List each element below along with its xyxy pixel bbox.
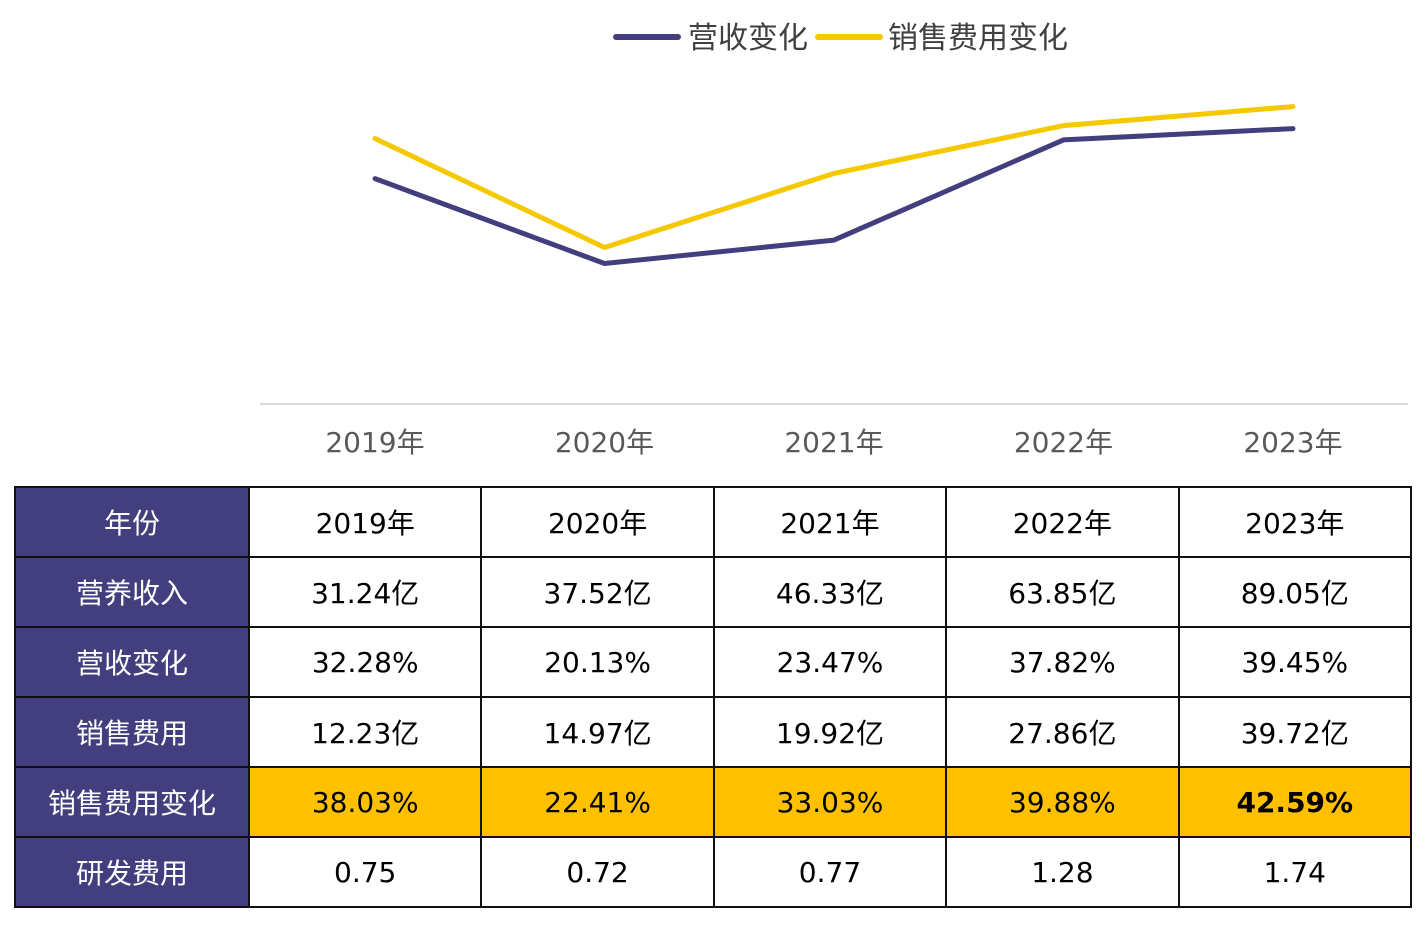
x-tick-label: 2022年	[1014, 426, 1113, 459]
line-chart: 营收变化 销售费用变化 2019年 2020年 2021年 2022年 2023年	[260, 21, 1408, 459]
table-cell: 32.28%	[247, 626, 483, 698]
table-cell: 22.41%	[480, 766, 715, 838]
table-cell: 0.75	[247, 836, 483, 908]
x-tick-label: 2020年	[555, 426, 654, 459]
table-cell: 37.82%	[945, 626, 1180, 698]
legend-label: 营收变化	[688, 21, 808, 56]
table-cell: 31.24亿	[247, 556, 483, 628]
table-cell: 27.86亿	[945, 696, 1180, 768]
table-cell: 89.05亿	[1177, 556, 1413, 628]
table-cell: 2022年	[945, 486, 1180, 558]
series-lines	[372, 104, 1296, 266]
row-header: 营收变化	[14, 626, 250, 698]
table-row-sales-expense-change: 销售费用变化 38.03% 22.41% 33.03% 39.88% 42.59…	[14, 766, 1413, 838]
table-cell: 38.03%	[247, 766, 483, 838]
table-cell: 39.45%	[1177, 626, 1413, 698]
table-cell: 42.59%	[1177, 766, 1413, 838]
legend: 营收变化 销售费用变化	[613, 21, 1068, 56]
x-tick-label: 2019年	[325, 426, 424, 459]
table-cell: 1.28	[945, 836, 1180, 908]
table-cell: 2021年	[712, 486, 948, 558]
table-cell: 0.77	[712, 836, 948, 908]
series-line-0	[372, 126, 1296, 266]
table-cell: 19.92亿	[712, 696, 948, 768]
table-row-rnd-expense: 研发费用 0.75 0.72 0.77 1.28 1.74	[14, 836, 1413, 908]
table-cell: 1.74	[1177, 836, 1413, 908]
table-cell: 2023年	[1177, 486, 1413, 558]
row-header: 研发费用	[14, 836, 250, 908]
table-cell: 2019年	[247, 486, 483, 558]
table-row-revenue: 营养收入 31.24亿 37.52亿 46.33亿 63.85亿 89.05亿	[14, 556, 1413, 628]
x-tick-label: 2023年	[1243, 426, 1342, 459]
table-cell: 63.85亿	[945, 556, 1180, 628]
table-cell: 2020年	[480, 486, 715, 558]
x-tick-label: 2021年	[784, 426, 883, 459]
data-table: 年份 2019年 2020年 2021年 2022年 2023年 营养收入 31…	[14, 486, 1413, 908]
x-axis-ticks: 2019年 2020年 2021年 2022年 2023年	[325, 426, 1342, 459]
legend-label: 销售费用变化	[888, 21, 1068, 56]
table-row-revenue-change: 营收变化 32.28% 20.13% 23.47% 37.82% 39.45%	[14, 626, 1413, 698]
table-cell: 23.47%	[712, 626, 948, 698]
series-line-1	[372, 104, 1296, 250]
table-cell: 37.52亿	[480, 556, 715, 628]
table-cell: 39.88%	[945, 766, 1180, 838]
row-header: 销售费用	[14, 696, 250, 768]
row-header: 销售费用变化	[14, 766, 250, 838]
table-cell: 14.97亿	[480, 696, 715, 768]
row-header: 年份	[14, 486, 250, 558]
table-cell: 20.13%	[480, 626, 715, 698]
table-cell: 39.72亿	[1177, 696, 1413, 768]
table-row-sales-expense: 销售费用 12.23亿 14.97亿 19.92亿 27.86亿 39.72亿	[14, 696, 1413, 768]
table-cell: 12.23亿	[247, 696, 483, 768]
table-cell: 46.33亿	[712, 556, 948, 628]
table-cell: 0.72	[480, 836, 715, 908]
table-row-year: 年份 2019年 2020年 2021年 2022年 2023年	[14, 486, 1413, 558]
row-header: 营养收入	[14, 556, 250, 628]
table-cell: 33.03%	[712, 766, 948, 838]
